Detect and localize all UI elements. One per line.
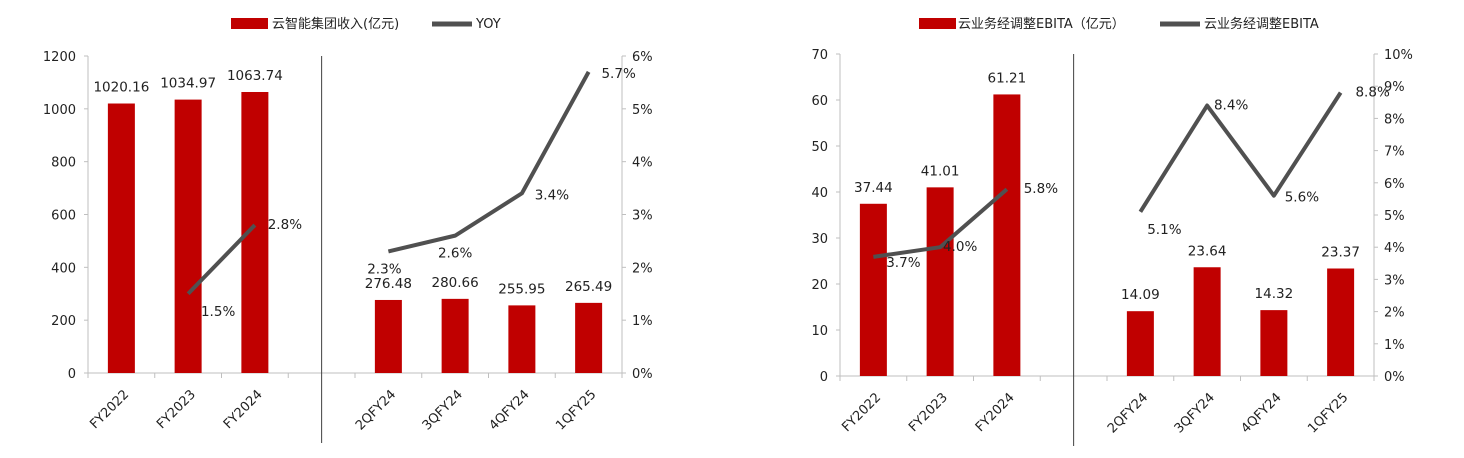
bar-value-label: 37.44 bbox=[854, 180, 893, 196]
bar-value-label: 23.64 bbox=[1188, 243, 1227, 259]
y-right-tick-label: 2% bbox=[632, 261, 653, 276]
bar-value-label: 14.32 bbox=[1255, 286, 1294, 302]
x-category-label: 2QFY24 bbox=[353, 387, 399, 433]
legend-line-label: 云业务经调整EBITA bbox=[1204, 16, 1319, 32]
bar bbox=[441, 298, 469, 373]
x-category-label: FY2023 bbox=[154, 387, 199, 432]
bar bbox=[374, 299, 402, 373]
line-value-label: 5.6% bbox=[1285, 190, 1319, 206]
line-value-label: 5.7% bbox=[601, 66, 635, 82]
x-category-label: 1QFY25 bbox=[1305, 390, 1351, 436]
y-left-tick-label: 800 bbox=[51, 156, 76, 171]
bar-value-label: 1063.74 bbox=[227, 68, 283, 84]
bar-value-label: 1020.16 bbox=[93, 80, 149, 96]
y-left-tick-label: 50 bbox=[811, 140, 828, 155]
bar bbox=[993, 94, 1021, 377]
line-value-label: 8.8% bbox=[1355, 85, 1389, 101]
line-value-label: 5.8% bbox=[1024, 181, 1058, 197]
bar bbox=[107, 103, 135, 373]
line-value-label: 8.4% bbox=[1214, 98, 1248, 114]
bar bbox=[926, 187, 954, 376]
bar bbox=[174, 99, 202, 373]
y-left-tick-label: 1200 bbox=[43, 50, 76, 65]
x-category-label: 4QFY24 bbox=[486, 387, 532, 433]
line-value-label: 2.8% bbox=[268, 217, 302, 233]
y-right-tick-label: 1% bbox=[1384, 338, 1405, 353]
x-category-label: FY2022 bbox=[839, 390, 884, 435]
yoy-line bbox=[186, 223, 257, 296]
y-left-tick-label: 60 bbox=[811, 94, 828, 109]
bar bbox=[508, 305, 536, 373]
y-left-tick-label: 200 bbox=[51, 314, 76, 329]
y-right-tick-label: 5% bbox=[1384, 209, 1405, 224]
legend-bar-swatch bbox=[231, 18, 268, 29]
bar-value-label: 41.01 bbox=[921, 163, 960, 179]
y-left-tick-label: 10 bbox=[811, 324, 828, 339]
line-value-label: 3.7% bbox=[886, 255, 920, 271]
y-right-tick-label: 6% bbox=[1384, 177, 1405, 192]
x-category-label: 4QFY24 bbox=[1238, 390, 1284, 436]
y-right-tick-label: 4% bbox=[1384, 241, 1405, 256]
legend-bar-swatch bbox=[919, 18, 956, 29]
y-right-tick-label: 4% bbox=[632, 156, 653, 171]
bar bbox=[575, 302, 603, 373]
line-value-label: 4.0% bbox=[943, 239, 977, 255]
bar-value-label: 255.95 bbox=[498, 281, 545, 297]
y-left-tick-label: 600 bbox=[51, 209, 76, 224]
bar-value-label: 14.09 bbox=[1121, 287, 1160, 303]
y-left-tick-label: 400 bbox=[51, 261, 76, 276]
yoy-line bbox=[1138, 91, 1343, 213]
y-right-tick-label: 3% bbox=[1384, 273, 1405, 288]
y-right-tick-label: 3% bbox=[632, 209, 653, 224]
line-value-label: 2.3% bbox=[367, 261, 401, 277]
y-left-tick-label: 70 bbox=[811, 48, 828, 63]
y-right-tick-label: 8% bbox=[1384, 112, 1405, 127]
y-right-tick-label: 6% bbox=[632, 50, 653, 65]
line-value-label: 5.1% bbox=[1147, 222, 1181, 238]
x-category-label: FY2024 bbox=[973, 390, 1018, 435]
bar bbox=[859, 203, 887, 376]
y-right-tick-label: 9% bbox=[1384, 80, 1405, 95]
bar-value-label: 1034.97 bbox=[160, 76, 216, 92]
y-right-tick-label: 0% bbox=[1384, 370, 1405, 385]
y-left-tick-label: 0 bbox=[820, 370, 828, 385]
x-category-label: FY2022 bbox=[87, 387, 132, 432]
y-right-tick-label: 1% bbox=[632, 314, 653, 329]
bar-value-label: 61.21 bbox=[988, 70, 1027, 86]
line-value-label: 3.4% bbox=[535, 187, 569, 203]
y-left-tick-label: 20 bbox=[811, 278, 828, 293]
x-category-label: 3QFY24 bbox=[1172, 390, 1218, 436]
x-category-label: FY2024 bbox=[221, 387, 266, 432]
bar-value-label: 265.49 bbox=[565, 279, 612, 295]
y-right-tick-label: 10% bbox=[1384, 48, 1413, 63]
bar-value-label: 276.48 bbox=[365, 276, 412, 292]
x-category-label: 1QFY25 bbox=[553, 387, 599, 433]
line-value-label: 2.6% bbox=[438, 246, 472, 262]
bar-value-label: 23.37 bbox=[1321, 244, 1360, 260]
bar bbox=[1126, 311, 1154, 376]
legend-bar-label: 云业务经调整EBITA（亿元） bbox=[958, 16, 1125, 32]
y-left-tick-label: 40 bbox=[811, 186, 828, 201]
yoy-line bbox=[873, 187, 1009, 259]
bar-value-label: 280.66 bbox=[432, 275, 479, 291]
y-left-tick-label: 1000 bbox=[43, 103, 76, 118]
legend-bar-label: 云智能集团收入(亿元) bbox=[272, 16, 399, 32]
yoy-line bbox=[387, 70, 591, 254]
y-right-tick-label: 0% bbox=[632, 367, 653, 382]
y-left-tick-label: 0 bbox=[68, 367, 76, 382]
y-right-tick-label: 7% bbox=[1384, 145, 1405, 160]
y-right-tick-label: 5% bbox=[632, 103, 653, 118]
bar bbox=[1260, 310, 1288, 376]
y-right-tick-label: 2% bbox=[1384, 306, 1405, 321]
x-category-label: FY2023 bbox=[906, 390, 951, 435]
x-category-label: 3QFY24 bbox=[420, 387, 466, 433]
y-left-tick-label: 30 bbox=[811, 232, 828, 247]
bar bbox=[1193, 267, 1221, 376]
x-category-label: 2QFY24 bbox=[1105, 390, 1151, 436]
legend-line-label: YOY bbox=[475, 17, 501, 32]
line-value-label: 1.5% bbox=[201, 304, 235, 320]
bar bbox=[1327, 268, 1355, 376]
